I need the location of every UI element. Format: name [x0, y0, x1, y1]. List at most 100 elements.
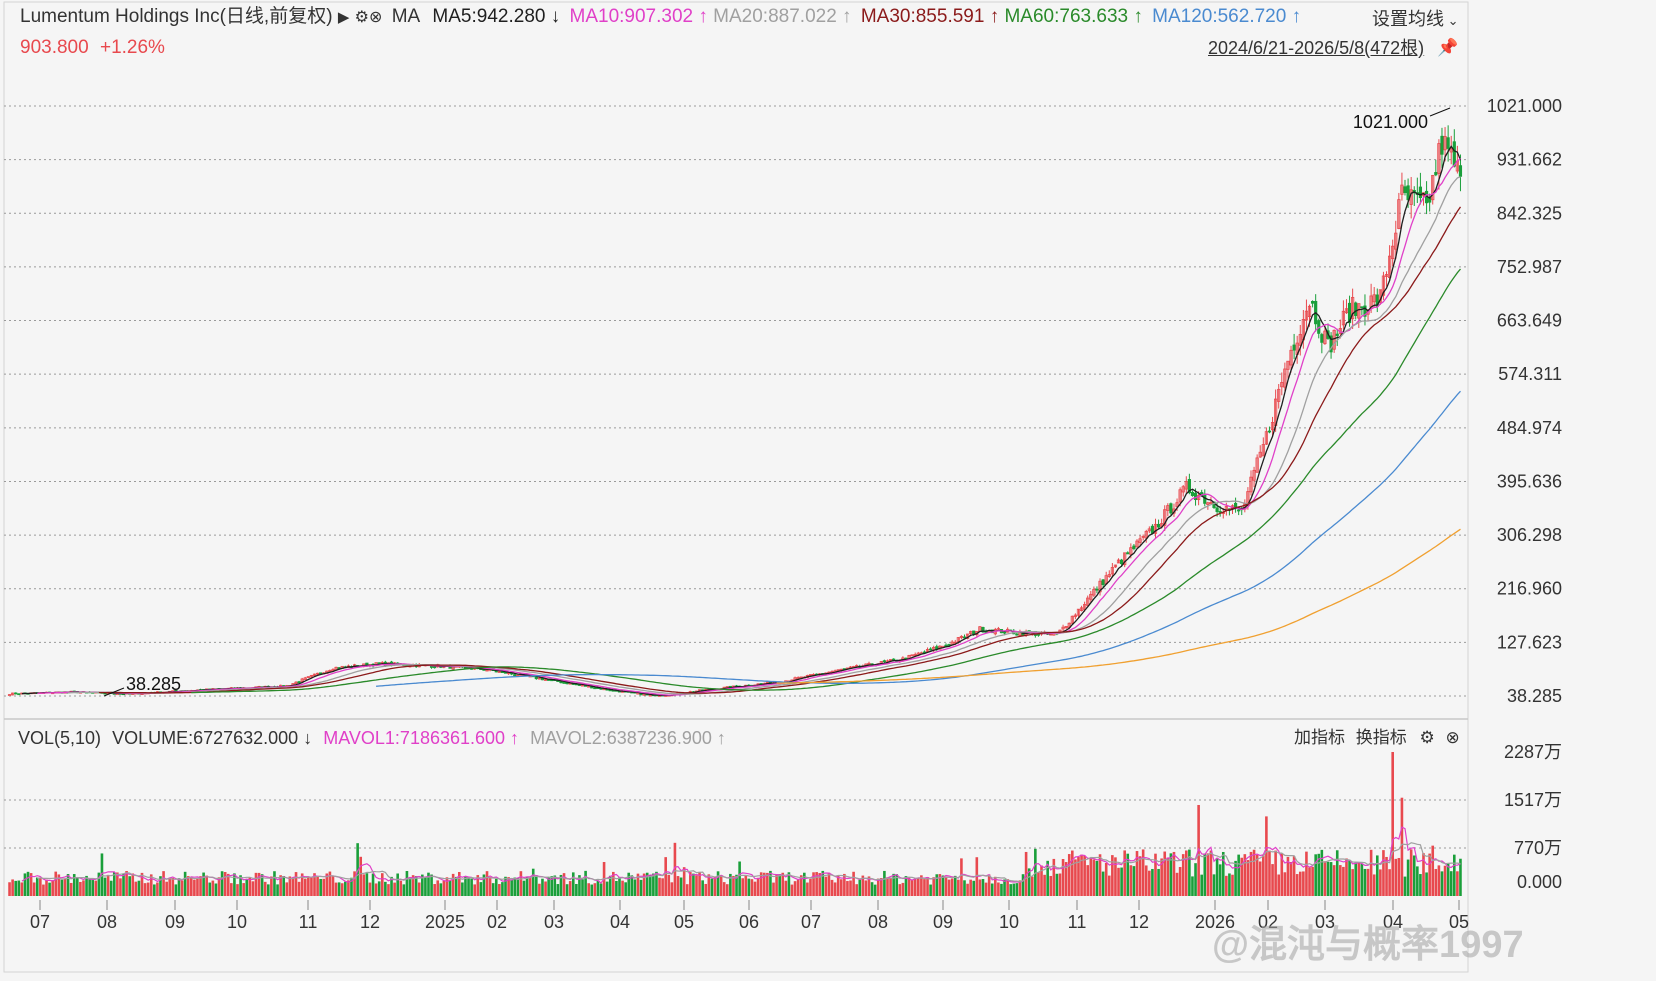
candle-body — [1431, 175, 1435, 201]
candle-body — [1126, 552, 1130, 555]
close-circle-icon[interactable]: ⊗ — [369, 9, 383, 26]
x-tick-label: 02 — [487, 912, 507, 932]
volume-bar — [411, 875, 415, 896]
volume-bar — [559, 874, 563, 896]
volume-bar — [476, 875, 480, 896]
volume-bar — [103, 877, 107, 896]
volume-bar — [516, 878, 520, 896]
candle-body — [1434, 172, 1438, 176]
volume-bar — [1071, 850, 1074, 896]
date-range-row[interactable]: 2024/6/21-2026/5/8(472根) — [1208, 37, 1424, 59]
volume-bar — [1446, 863, 1450, 896]
volume-bar — [1141, 849, 1145, 896]
volume-bar — [655, 871, 658, 896]
gear-icon[interactable]: ⚙ — [1419, 728, 1435, 747]
candle-body — [1083, 604, 1087, 610]
candle-body — [1101, 579, 1105, 586]
volume-bar — [784, 880, 788, 896]
volume-bar — [772, 882, 775, 896]
volume-bar — [701, 880, 704, 896]
volume-bar — [85, 875, 88, 896]
volume-bar — [538, 883, 541, 896]
volume-bar — [1348, 859, 1351, 896]
volume-bar — [1234, 860, 1237, 896]
volume-bar — [1400, 797, 1404, 896]
volume-bar — [51, 880, 54, 896]
volume-bar — [1452, 854, 1456, 896]
volume-bar — [1157, 868, 1160, 896]
plot-border — [3, 1, 1469, 973]
x-tick-label: 09 — [933, 912, 953, 932]
candle-body — [1110, 567, 1114, 575]
volume-bar — [60, 879, 64, 896]
x-tick-label: 07 — [801, 912, 821, 932]
candle-body — [1206, 502, 1210, 505]
volume-bar — [359, 856, 363, 896]
candle-body — [1061, 626, 1065, 630]
volume-bar — [482, 874, 486, 896]
candle-body — [1458, 165, 1463, 177]
candle-body — [1267, 430, 1272, 433]
candle-body — [1153, 523, 1158, 534]
down-arrow-icon: ↓ — [545, 6, 561, 27]
x-tick-label: 03 — [1315, 912, 1335, 932]
volume-bar — [1363, 868, 1367, 896]
add-indicator-button[interactable]: 加指标 — [1294, 728, 1345, 747]
volume-bar — [732, 875, 735, 896]
candle-body — [593, 687, 597, 690]
volume-bar — [8, 882, 11, 896]
ma120-value: MA120:562.720 — [1152, 6, 1287, 27]
max-annotation-arrow — [1429, 107, 1451, 117]
watermark: @混沌与概率1997 — [1212, 924, 1524, 966]
play-icon[interactable]: ▶ — [337, 9, 350, 26]
volume-bar — [525, 876, 529, 896]
candle-body — [11, 692, 15, 696]
candle-body — [587, 685, 591, 688]
gear-icon[interactable]: ⚙ — [354, 9, 369, 26]
candle-body — [1437, 143, 1441, 174]
candle-body — [1307, 305, 1312, 318]
volume-bar — [1403, 876, 1407, 896]
volume-bar — [11, 879, 14, 896]
volume-bar — [445, 877, 449, 896]
volume-bar — [276, 884, 279, 896]
candle-body — [537, 677, 541, 680]
volume-bar — [356, 843, 359, 896]
volume-bar — [1178, 866, 1182, 896]
volume-bar — [501, 882, 504, 896]
ma-settings-button[interactable]: 设置均线 ⌄ — [1372, 8, 1459, 32]
volume-bar — [944, 876, 948, 896]
volume-bar — [750, 879, 754, 896]
candle-body — [1089, 593, 1093, 600]
volume-bar — [196, 878, 199, 896]
down-arrow-icon: ↓ — [298, 728, 313, 748]
volume-bar — [396, 873, 399, 896]
candle-body — [1270, 422, 1275, 431]
volume-bar — [531, 868, 535, 896]
volume-bar — [972, 880, 976, 896]
candle-body — [1443, 136, 1447, 151]
price-tick-label: 931.662 — [1497, 150, 1562, 170]
volume-bar — [377, 881, 381, 896]
switch-indicator-button[interactable]: 换指标 — [1355, 728, 1407, 747]
candle-body — [796, 677, 800, 679]
volume-bar — [799, 875, 803, 896]
candle-body — [1388, 255, 1392, 278]
price-tick-label: 574.311 — [1498, 364, 1562, 384]
volume-bar — [1138, 856, 1142, 896]
candle-body — [1187, 479, 1191, 494]
volume-bar — [1440, 871, 1444, 896]
pin-icon[interactable]: 📌 — [1437, 38, 1459, 57]
close-circle-icon[interactable]: ⊗ — [1445, 728, 1460, 747]
volume-bar — [214, 883, 218, 896]
volume-bar — [1154, 853, 1157, 896]
volume-bar — [987, 874, 991, 896]
volume-bar — [889, 877, 892, 896]
volume-bar — [177, 878, 181, 896]
volume-bar — [913, 878, 917, 896]
volume-bar — [1292, 856, 1296, 896]
volume-bar — [1360, 863, 1364, 896]
volume-bar — [994, 876, 997, 896]
x-tick-label: 2025 — [425, 912, 465, 932]
